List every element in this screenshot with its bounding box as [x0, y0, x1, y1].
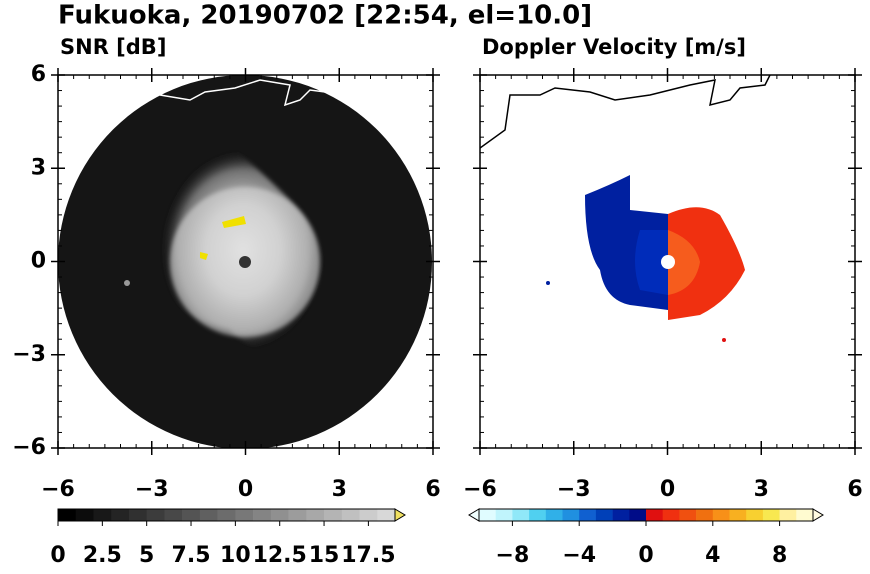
colorbar-segment — [779, 509, 797, 521]
colorbar-segment — [562, 509, 580, 521]
colorbar-segment — [729, 509, 747, 521]
colorbar-tick-label: 4 — [705, 543, 720, 568]
colorbar-segment — [796, 509, 814, 521]
colorbar-tick-label: 0 — [50, 543, 65, 568]
colorbar-extend — [468, 508, 480, 522]
colorbar-segment — [377, 509, 396, 521]
colorbar-segment — [75, 509, 94, 521]
x-tick-label: 0 — [660, 477, 675, 502]
colorbar-tick-label: 12.5 — [253, 543, 307, 568]
colorbar-tick-label: 2.5 — [83, 543, 122, 568]
colorbar-segment — [324, 509, 343, 521]
colorbar-extend — [394, 508, 406, 522]
colorbar-segment — [306, 509, 325, 521]
y-tick-label: 0 — [31, 249, 46, 274]
colorbar-segment — [545, 509, 563, 521]
velocity-image — [480, 75, 771, 342]
colorbar-segment — [662, 509, 680, 521]
panel-title: Doppler Velocity [m/s] — [482, 35, 746, 59]
colorbar-segment — [512, 509, 530, 521]
colorbar-tick-label: 0 — [638, 543, 653, 568]
colorbar-tick-label: 5 — [139, 543, 154, 568]
colorbar-segment — [712, 509, 730, 521]
colorbar-segment — [199, 509, 218, 521]
x-tick-label: 0 — [238, 477, 253, 502]
x-tick-label: 3 — [754, 477, 769, 502]
x-tick-label: −6 — [463, 477, 497, 502]
snr-image — [58, 75, 432, 448]
colorbar-segment — [217, 509, 236, 521]
colorbar-frame — [57, 508, 396, 522]
colorbar-segment — [58, 509, 77, 521]
colorbar-segment — [479, 509, 496, 521]
colorbar-segment — [679, 509, 697, 521]
y-tick-label: 6 — [31, 62, 46, 87]
colorbar-segment — [579, 509, 597, 521]
y-tick-label: −6 — [12, 435, 46, 460]
x-tick-label: −6 — [41, 477, 75, 502]
colorbar-segment — [359, 509, 378, 521]
colorbar-extend — [812, 508, 824, 522]
colorbar-tick-label: −8 — [496, 543, 530, 568]
x-tick-label: 6 — [425, 477, 440, 502]
figure-title: Fukuoka, 20190702 [22:54, el=10.0] — [58, 1, 592, 31]
colorbar-segment — [612, 509, 630, 521]
colorbar-segment — [629, 509, 647, 521]
colorbar-segment — [529, 509, 547, 521]
colorbar-segment — [762, 509, 780, 521]
colorbar-segment — [288, 509, 307, 521]
colorbar-tick-label: 17.5 — [341, 543, 395, 568]
colorbar-segment — [164, 509, 183, 521]
colorbar-segment — [128, 509, 147, 521]
colorbar-tick-label: 7.5 — [172, 543, 211, 568]
colorbar-tick-label: 15 — [309, 543, 340, 568]
colorbar-segment — [646, 509, 663, 521]
colorbar-tick-label: 10 — [220, 543, 251, 568]
y-tick-label: −3 — [12, 342, 46, 367]
colorbar-tick-label: −4 — [562, 543, 596, 568]
colorbar-tick-label: 8 — [772, 543, 787, 568]
x-tick-label: −3 — [557, 477, 591, 502]
x-tick-label: 6 — [847, 477, 862, 502]
colorbar-segment — [270, 509, 289, 521]
colorbar-segment — [146, 509, 165, 521]
colorbar-segment — [182, 509, 201, 521]
x-tick-label: −3 — [135, 477, 169, 502]
colorbar-segment — [235, 509, 254, 521]
colorbar-segment — [595, 509, 613, 521]
colorbar-segment — [253, 509, 272, 521]
colorbar-segment — [341, 509, 360, 521]
colorbar-segment — [495, 509, 513, 521]
colorbar-segment — [746, 509, 764, 521]
y-tick-label: 3 — [31, 155, 46, 180]
colorbar-segment — [93, 509, 112, 521]
x-tick-label: 3 — [332, 477, 347, 502]
panel-title: SNR [dB] — [60, 35, 166, 59]
colorbar-segment — [696, 509, 714, 521]
colorbar-segment — [111, 509, 130, 521]
